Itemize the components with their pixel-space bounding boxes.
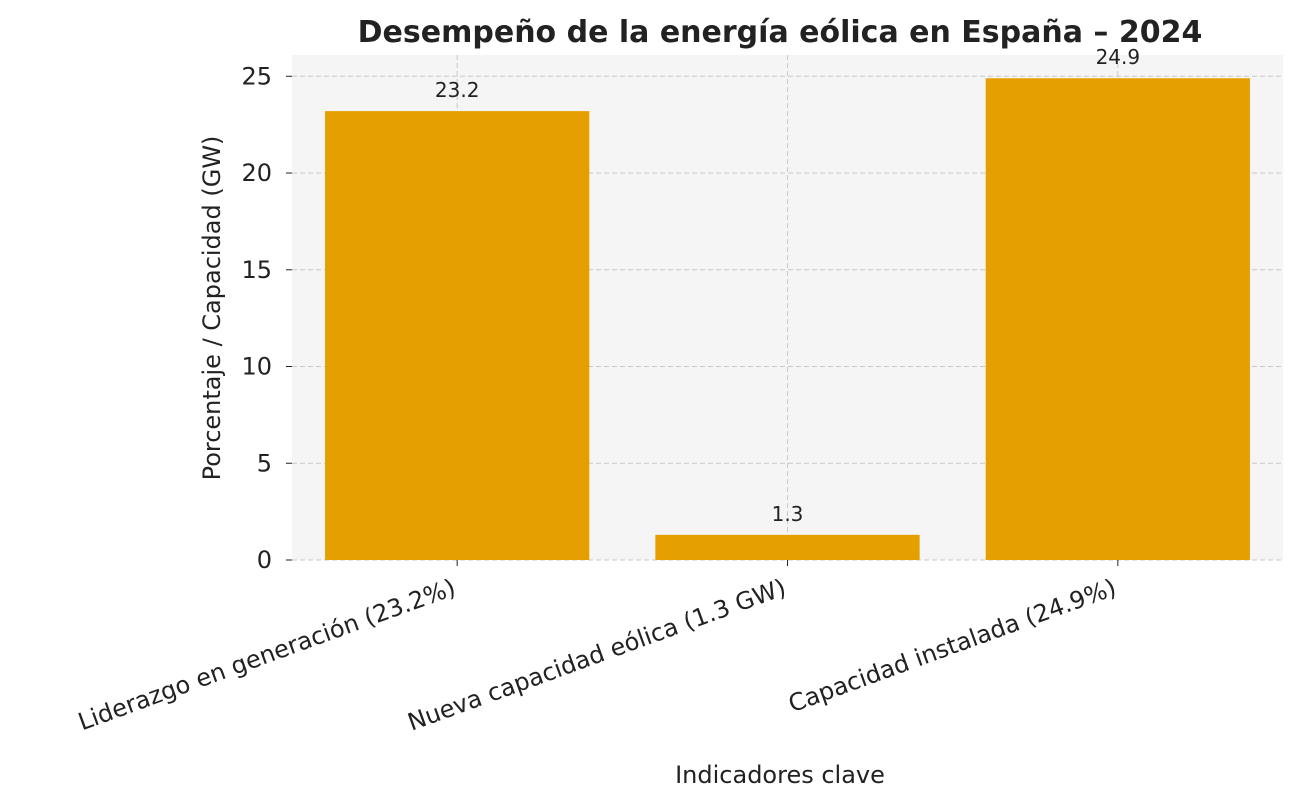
bar xyxy=(985,78,1250,561)
y-tick-label: 20 xyxy=(241,159,272,187)
y-tick-label: 10 xyxy=(241,353,272,381)
y-tick-label: 15 xyxy=(241,256,272,284)
value-label: 23.2 xyxy=(435,78,480,102)
y-tick-label: 0 xyxy=(257,546,272,574)
y-tick-label: 25 xyxy=(241,62,272,90)
bar xyxy=(325,111,590,560)
y-axis-label: Porcentaje / Capacidad (GW) xyxy=(198,136,226,481)
y-tick-label: 5 xyxy=(257,449,272,477)
x-axis-label: Indicadores clave xyxy=(675,761,885,789)
bar xyxy=(655,534,920,560)
x-tick-label: Capacidad instalada (24.9%) xyxy=(785,573,1120,718)
x-tick-label: Nueva capacidad eólica (1.3 GW) xyxy=(404,573,790,736)
value-label: 1.3 xyxy=(772,502,804,526)
chart-title: Desempeño de la energía eólica en España… xyxy=(358,15,1203,50)
x-tick-label: Liderazgo en generación (23.2%) xyxy=(74,573,459,736)
value-label: 24.9 xyxy=(1096,45,1141,69)
